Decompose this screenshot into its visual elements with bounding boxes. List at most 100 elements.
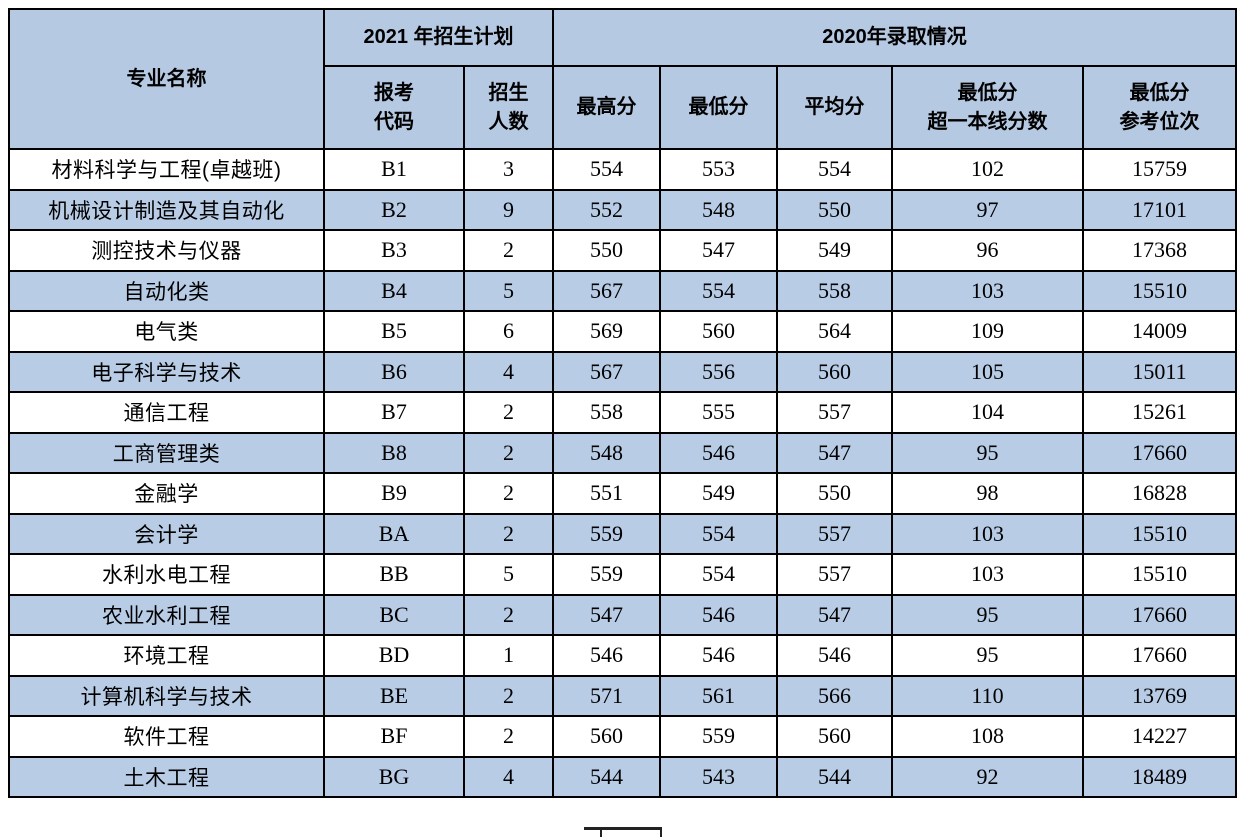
min-score: 546: [659, 593, 778, 636]
reference-rank: 17368: [1081, 229, 1238, 272]
max-score: 554: [552, 148, 661, 191]
max-score: 548: [552, 431, 661, 474]
reference-rank: 17660: [1081, 634, 1238, 677]
min-score: 553: [659, 148, 778, 191]
enroll-count: 4: [463, 350, 554, 393]
major-name: 软件工程: [8, 715, 325, 758]
min-score: 560: [659, 310, 778, 353]
header-group-2021-plan: 2021 年招生计划: [323, 8, 554, 67]
header-major-name: 专业名称: [8, 8, 325, 150]
over-first-tier-score: 97: [891, 188, 1084, 231]
avg-score: 557: [776, 512, 893, 555]
header-apply-code-line1: 报考: [374, 81, 414, 104]
min-score: 548: [659, 188, 778, 231]
reference-rank: 15510: [1081, 553, 1238, 596]
apply-code: B5: [323, 310, 465, 353]
apply-code: B8: [323, 431, 465, 474]
header-apply-code: 报考 代码: [323, 65, 465, 150]
max-score: 567: [552, 269, 661, 312]
min-score: 546: [659, 634, 778, 677]
min-score: 559: [659, 715, 778, 758]
major-name: 材料科学与工程(卓越班): [8, 148, 325, 191]
over-first-tier-score: 96: [891, 229, 1084, 272]
enroll-count: 6: [463, 310, 554, 353]
max-score: 567: [552, 350, 661, 393]
apply-code: B2: [323, 188, 465, 231]
apply-code: BA: [323, 512, 465, 555]
reference-rank: 15510: [1081, 269, 1238, 312]
header-reference-rank: 最低分 参考位次: [1081, 65, 1238, 150]
max-score: 559: [552, 512, 661, 555]
apply-code: BC: [323, 593, 465, 636]
header-min-score: 最低分: [659, 65, 778, 150]
enroll-count: 5: [463, 269, 554, 312]
apply-code: B3: [323, 229, 465, 272]
max-score: 547: [552, 593, 661, 636]
apply-code: B7: [323, 391, 465, 434]
over-first-tier-score: 103: [891, 269, 1084, 312]
min-score: 543: [659, 755, 778, 798]
max-score: 560: [552, 715, 661, 758]
major-name: 计算机科学与技术: [8, 674, 325, 717]
major-name: 电气类: [8, 310, 325, 353]
max-score: 546: [552, 634, 661, 677]
avg-score: 547: [776, 431, 893, 474]
table-row: 水利水电工程 BB 5 559 554 557 103 15510: [8, 553, 1238, 596]
apply-code: BD: [323, 634, 465, 677]
max-score: 552: [552, 188, 661, 231]
over-first-tier-score: 98: [891, 472, 1084, 515]
reference-rank: 17101: [1081, 188, 1238, 231]
over-first-tier-score: 95: [891, 593, 1084, 636]
enroll-count: 3: [463, 148, 554, 191]
over-first-tier-score: 108: [891, 715, 1084, 758]
table-row: 金融学 B9 2 551 549 550 98 16828: [8, 472, 1238, 515]
admission-score-table: 专业名称 2021 年招生计划 2020年录取情况 报考 代码 招生 人数 最高…: [8, 8, 1238, 798]
avg-score: 564: [776, 310, 893, 353]
avg-score: 547: [776, 593, 893, 636]
header-reference-rank-line1: 最低分: [1129, 81, 1190, 104]
header-max-score: 最高分: [552, 65, 661, 150]
max-score: 544: [552, 755, 661, 798]
min-score: 555: [659, 391, 778, 434]
avg-score: 558: [776, 269, 893, 312]
max-score: 550: [552, 229, 661, 272]
major-name: 电子科学与技术: [8, 350, 325, 393]
header-over-first-tier: 最低分 超一本线分数: [891, 65, 1084, 150]
table-row: 环境工程 BD 1 546 546 546 95 17660: [8, 634, 1238, 677]
avg-score: 560: [776, 715, 893, 758]
major-name: 土木工程: [8, 755, 325, 798]
min-score: 549: [659, 472, 778, 515]
enroll-count: 4: [463, 755, 554, 798]
reference-rank: 18489: [1081, 755, 1238, 798]
reference-rank: 15011: [1081, 350, 1238, 393]
table-row: 测控技术与仪器 B3 2 550 547 549 96 17368: [8, 229, 1238, 272]
over-first-tier-score: 110: [891, 674, 1084, 717]
avg-score: 544: [776, 755, 893, 798]
apply-code: BE: [323, 674, 465, 717]
header-enroll-count-line2: 人数: [488, 110, 529, 133]
enroll-count: 2: [463, 674, 554, 717]
enroll-count: 2: [463, 593, 554, 636]
over-first-tier-score: 104: [891, 391, 1084, 434]
table-row: 电气类 B5 6 569 560 564 109 14009: [8, 310, 1238, 353]
avg-score: 549: [776, 229, 893, 272]
enroll-count: 2: [463, 391, 554, 434]
reference-rank: 17660: [1081, 431, 1238, 474]
apply-code: B6: [323, 350, 465, 393]
min-score: 554: [659, 269, 778, 312]
over-first-tier-score: 105: [891, 350, 1084, 393]
apply-code: BF: [323, 715, 465, 758]
over-first-tier-score: 103: [891, 553, 1084, 596]
enroll-count: 2: [463, 472, 554, 515]
header-enroll-count-line1: 招生: [488, 81, 529, 104]
major-name: 测控技术与仪器: [8, 229, 325, 272]
enroll-count: 2: [463, 431, 554, 474]
avg-score: 550: [776, 472, 893, 515]
table-row: 电子科学与技术 B6 4 567 556 560 105 15011: [8, 350, 1238, 393]
enroll-count: 5: [463, 553, 554, 596]
major-name: 农业水利工程: [8, 593, 325, 636]
table-row: 工商管理类 B8 2 548 546 547 95 17660: [8, 431, 1238, 474]
min-score: 546: [659, 431, 778, 474]
enroll-count: 9: [463, 188, 554, 231]
enroll-count: 1: [463, 634, 554, 677]
